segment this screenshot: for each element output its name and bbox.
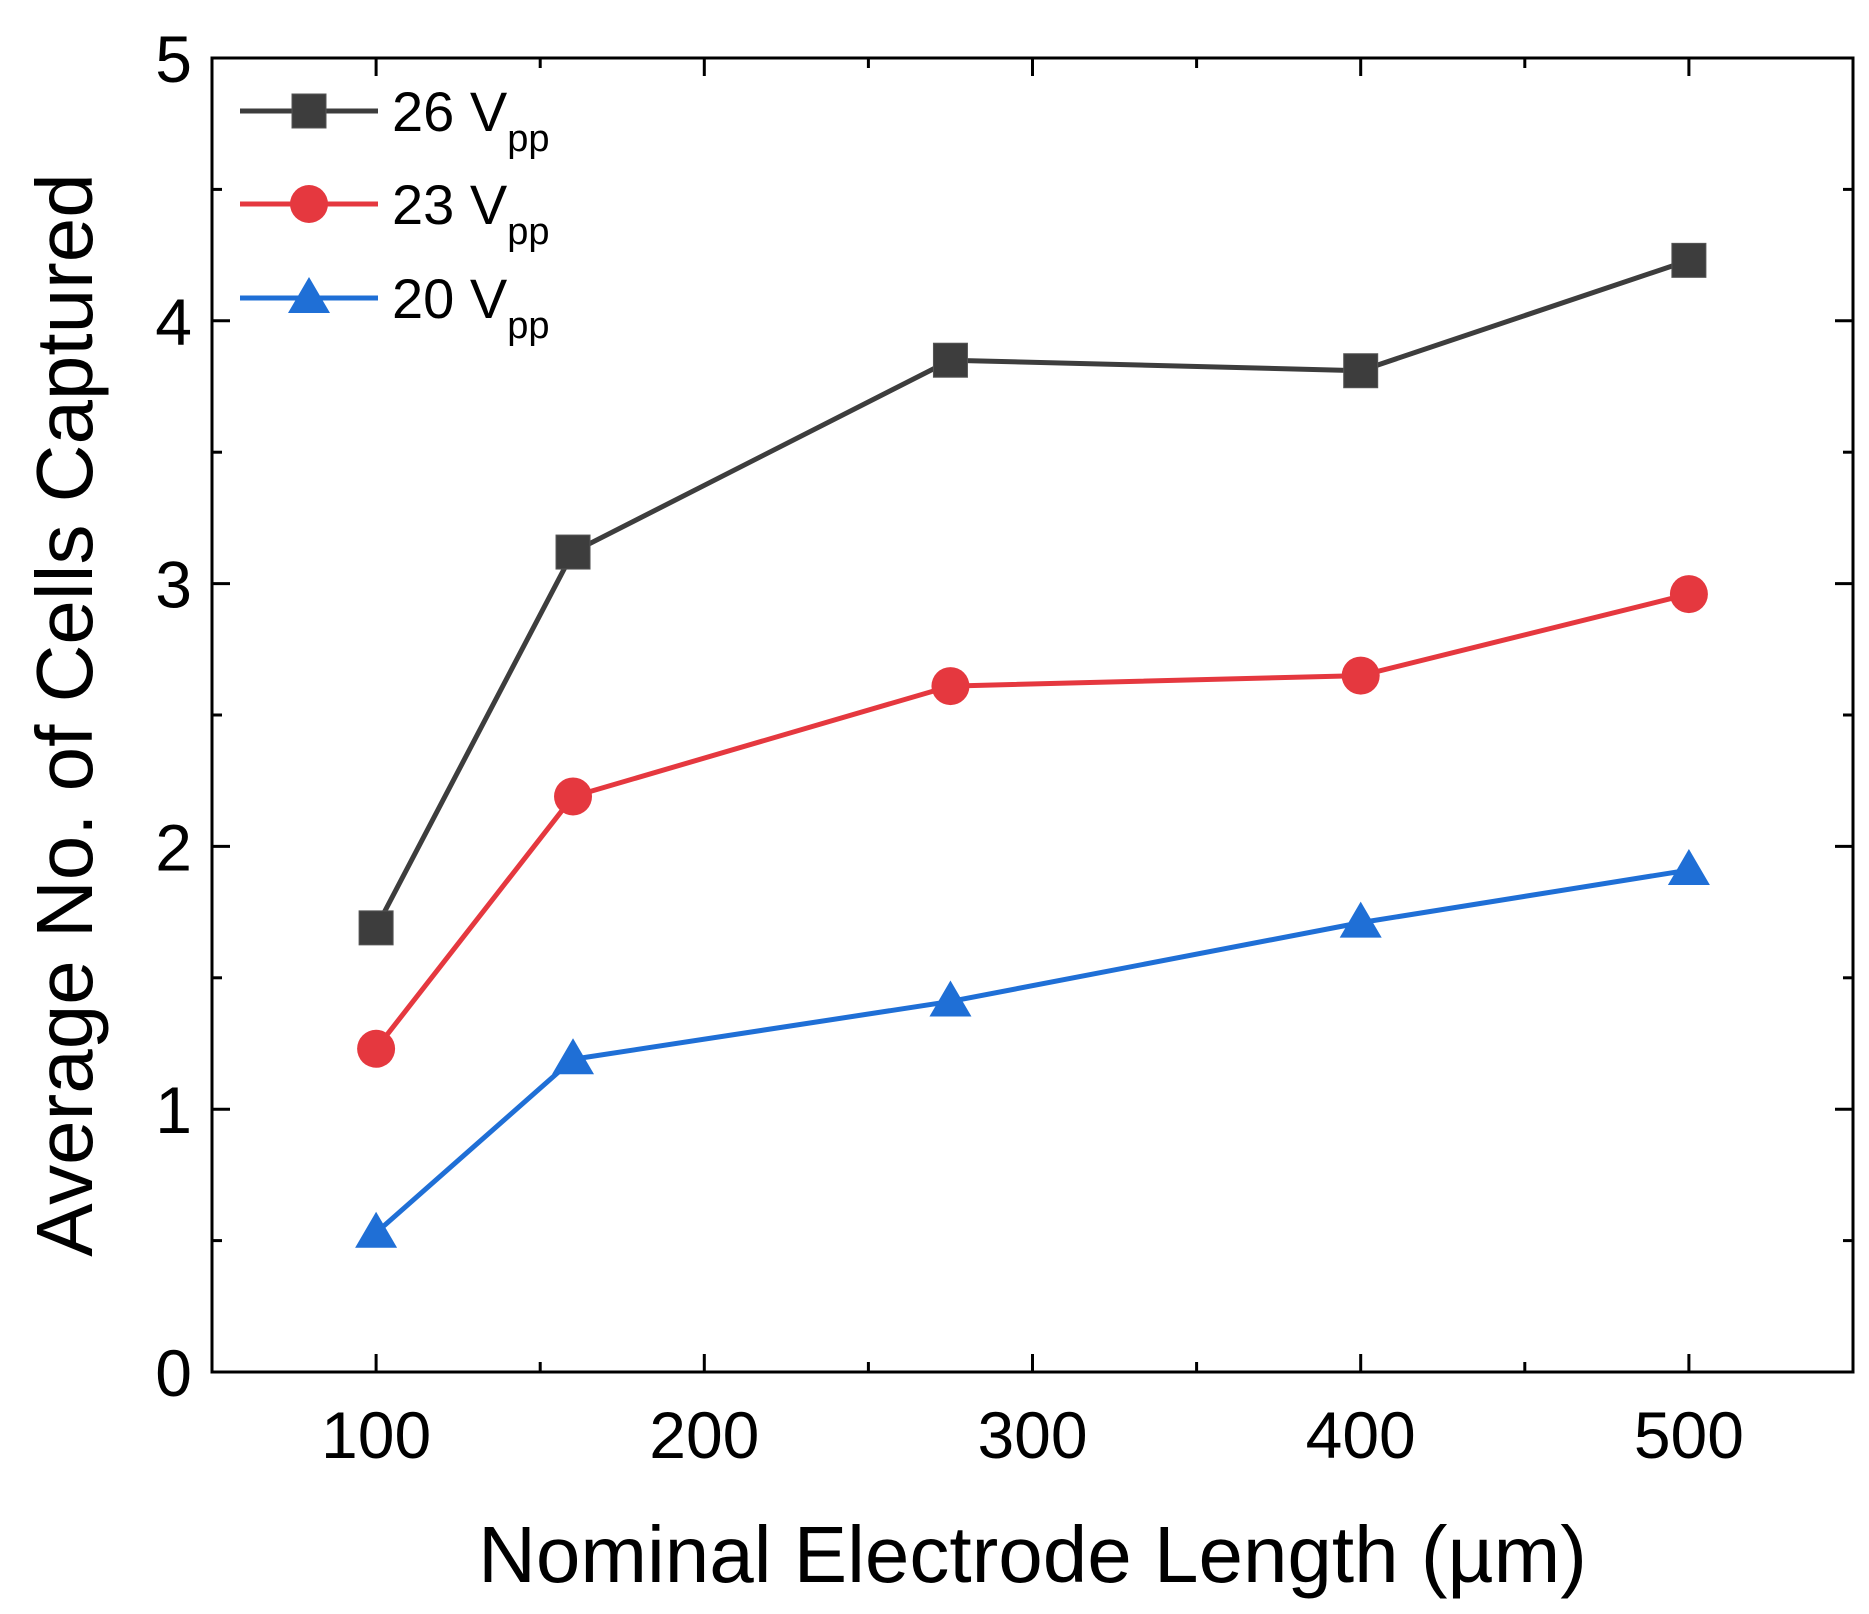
data-point-1-2 <box>931 667 970 706</box>
legend-label: 23 Vpp <box>392 173 549 253</box>
y-tick-label: 4 <box>155 285 192 359</box>
data-point-2-0 <box>355 1211 398 1248</box>
series-line-0 <box>373 257 1690 930</box>
x-axis-title: Nominal Electrode Length (µm) <box>478 1510 1587 1599</box>
series-lines <box>373 257 1690 1235</box>
plot-frame <box>210 56 1855 1374</box>
major-ticks <box>212 56 1853 1374</box>
x-tick-label: 500 <box>1634 1398 1744 1472</box>
data-point-1-3 <box>1341 656 1380 695</box>
data-point-2-1 <box>552 1038 595 1075</box>
y-tick-label: 1 <box>155 1073 192 1147</box>
legend: 26 Vpp 23 Vpp 20 Vpp <box>240 80 549 347</box>
legend-item-2: 20 Vpp <box>240 267 549 347</box>
tick-labels: 100 200 300 400 500 0 1 2 3 4 5 <box>155 22 1744 1472</box>
minor-ticks <box>212 58 1853 1372</box>
legend-marker-square <box>291 93 327 129</box>
legend-item-1: 23 Vpp <box>240 173 549 253</box>
data-point-2-3 <box>1339 901 1382 938</box>
y-tick-label: 3 <box>155 548 192 622</box>
legend-marker-triangle <box>288 277 330 313</box>
data-point-0-4 <box>1671 242 1707 278</box>
legend-marker-circle <box>290 185 328 223</box>
data-point-1-1 <box>554 777 593 816</box>
y-tick-label: 0 <box>155 1336 192 1410</box>
y-tick-label: 2 <box>155 810 192 884</box>
x-tick-label: 200 <box>649 1398 759 1472</box>
data-point-2-4 <box>1667 849 1710 886</box>
data-point-0-1 <box>555 534 591 570</box>
series-line-1 <box>374 591 1690 1051</box>
series-markers <box>355 242 1710 1248</box>
x-tick-label: 400 <box>1306 1398 1416 1472</box>
x-tick-label: 100 <box>321 1398 431 1472</box>
data-point-2-2 <box>929 980 972 1017</box>
data-point-0-0 <box>358 910 394 946</box>
legend-label: 26 Vpp <box>392 80 549 160</box>
y-tick-label: 5 <box>155 22 192 96</box>
data-point-1-4 <box>1669 575 1708 614</box>
data-point-0-2 <box>932 342 968 378</box>
x-tick-label: 300 <box>977 1398 1087 1472</box>
legend-item-0: 26 Vpp <box>240 80 549 160</box>
y-axis-title: Average No. of Cells Captured <box>20 173 109 1257</box>
data-point-1-0 <box>357 1029 396 1068</box>
data-point-0-3 <box>1343 353 1379 389</box>
legend-label: 20 Vpp <box>392 267 549 347</box>
